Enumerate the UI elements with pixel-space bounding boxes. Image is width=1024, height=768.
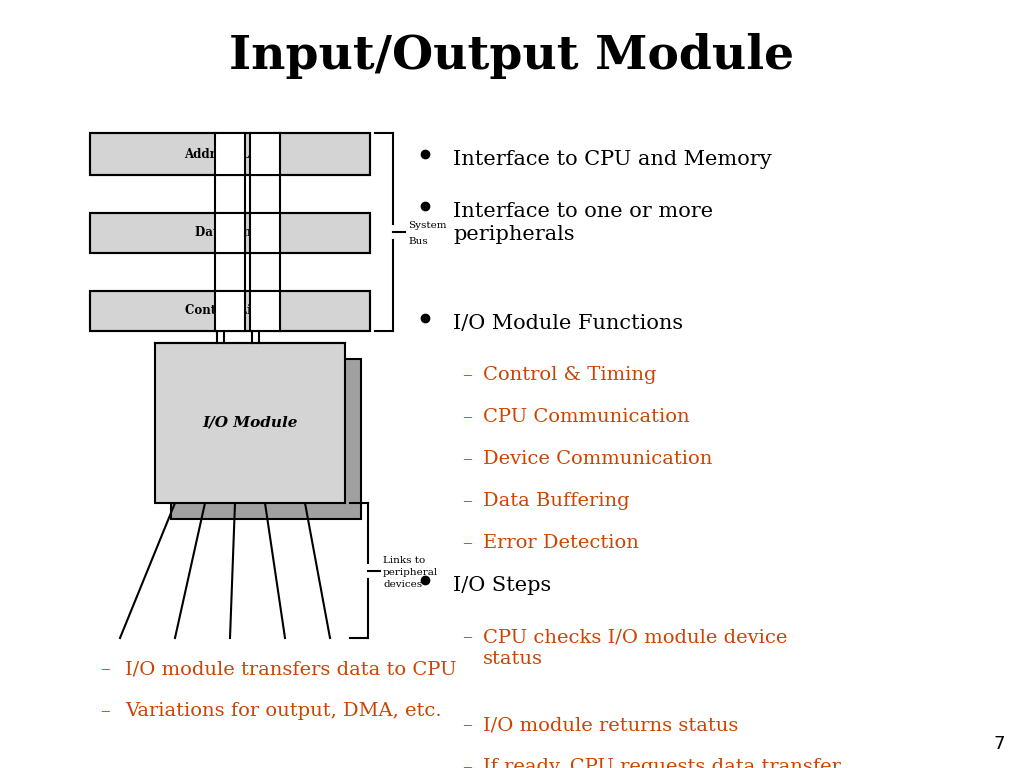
Text: –: – <box>462 758 472 768</box>
Text: devices: devices <box>383 580 422 589</box>
Text: Input/Output Module: Input/Output Module <box>229 33 795 79</box>
Bar <box>250 291 280 331</box>
Text: –: – <box>462 628 472 646</box>
Text: CPU checks I/O module device
status: CPU checks I/O module device status <box>483 628 787 667</box>
Text: Data Lines: Data Lines <box>195 227 265 240</box>
Text: –: – <box>462 450 472 468</box>
Text: –: – <box>100 702 110 720</box>
Bar <box>90 291 370 331</box>
Text: Links to: Links to <box>383 556 425 565</box>
Bar <box>215 213 245 253</box>
Text: I/O Module Functions: I/O Module Functions <box>453 314 683 333</box>
Text: Device Communication: Device Communication <box>483 450 713 468</box>
Bar <box>90 213 370 253</box>
Text: peripheral: peripheral <box>383 568 438 577</box>
Text: –: – <box>462 366 472 384</box>
Text: I/O Module: I/O Module <box>203 416 298 430</box>
Text: –: – <box>462 492 472 510</box>
Bar <box>215 133 245 175</box>
Text: Variations for output, DMA, etc.: Variations for output, DMA, etc. <box>125 702 441 720</box>
Text: Error Detection: Error Detection <box>483 534 639 552</box>
Text: –: – <box>462 716 472 734</box>
Text: –: – <box>462 408 472 426</box>
Bar <box>171 359 361 519</box>
Bar <box>90 291 370 331</box>
Text: Bus: Bus <box>408 237 428 247</box>
Bar <box>90 133 370 175</box>
Text: I/O module transfers data to CPU: I/O module transfers data to CPU <box>125 660 457 678</box>
Text: 7: 7 <box>993 735 1005 753</box>
Text: I/O module returns status: I/O module returns status <box>483 716 738 734</box>
Bar <box>250 213 280 253</box>
Text: –: – <box>100 660 110 678</box>
Text: Interface to CPU and Memory: Interface to CPU and Memory <box>453 150 772 169</box>
Bar <box>90 213 370 253</box>
Text: Address Lines: Address Lines <box>183 147 276 161</box>
Bar <box>250 133 280 175</box>
Bar <box>90 133 370 175</box>
Bar <box>155 343 345 503</box>
Text: If ready, CPU requests data transfer: If ready, CPU requests data transfer <box>483 758 841 768</box>
Text: CPU Communication: CPU Communication <box>483 408 689 426</box>
Text: Control Lines: Control Lines <box>185 304 274 317</box>
Text: –: – <box>462 534 472 552</box>
Text: Control & Timing: Control & Timing <box>483 366 656 384</box>
Text: I/O Steps: I/O Steps <box>453 576 551 595</box>
Text: Interface to one or more
peripherals: Interface to one or more peripherals <box>453 202 713 243</box>
Text: System: System <box>408 221 446 230</box>
Bar <box>215 291 245 331</box>
Text: Data Buffering: Data Buffering <box>483 492 630 510</box>
